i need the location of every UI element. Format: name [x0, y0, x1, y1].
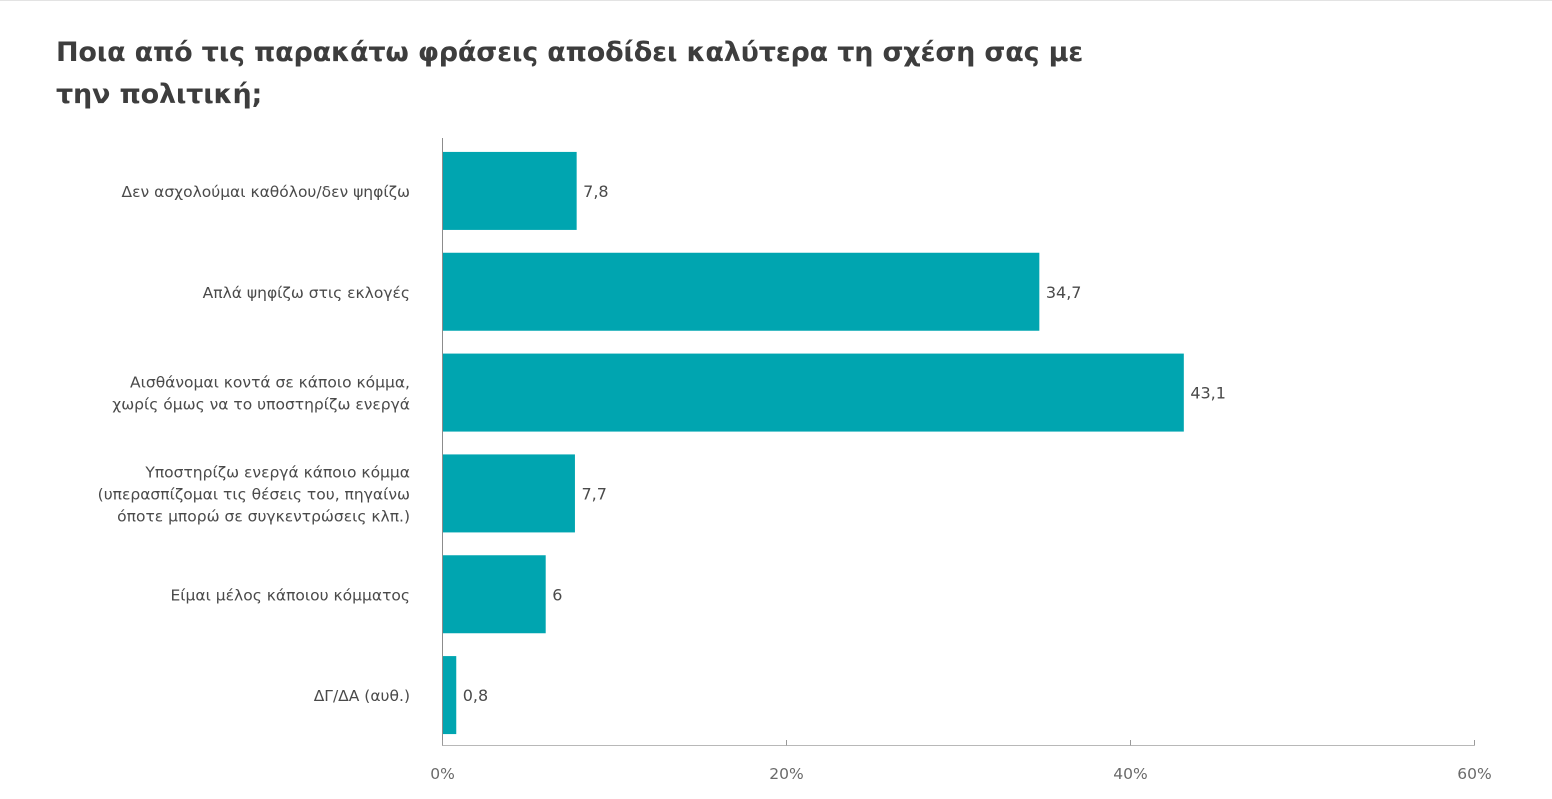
category-label: Υποστηρίζω ενεργά κάποιο κόμμα [144, 463, 410, 481]
category-label: Είμαι μέλος κάποιου κόμματος [171, 586, 410, 604]
data-label: 7,7 [581, 484, 606, 503]
data-label: 0,8 [463, 686, 488, 705]
category-label: Απλά ψηφίζω στις εκλογές [203, 284, 410, 302]
x-tick-label: 60% [1457, 765, 1491, 783]
bar [442, 353, 1184, 432]
data-label: 7,8 [583, 182, 608, 201]
bar [442, 252, 1040, 331]
bar [442, 656, 457, 735]
category-label: Δεν ασχολούμαι καθόλου/δεν ψηφίζω [122, 183, 410, 201]
data-label: 34,7 [1046, 283, 1082, 302]
data-label: 6 [552, 585, 562, 604]
data-label: 43,1 [1190, 384, 1226, 403]
bar [442, 454, 575, 533]
category-label: χωρίς όμως να το υποστηρίζω ενεργά [112, 396, 410, 414]
bar [442, 151, 577, 230]
chart-title: Ποια από τις παρακάτω φράσεις αποδίδει κ… [56, 37, 1084, 110]
category-label: (υπερασπίζομαι τις θέσεις του, πηγαίνω [98, 485, 410, 503]
x-tick-label: 40% [1113, 765, 1147, 783]
category-label: όποτε μπορώ σε συγκεντρώσεις κλπ.) [117, 507, 410, 525]
bar [442, 555, 546, 634]
x-tick-label: 0% [430, 765, 455, 783]
category-label: Αισθάνομαι κοντά σε κάποιο κόμμα, [130, 374, 410, 392]
x-tick-label: 20% [769, 765, 803, 783]
category-label: ΔΓ/ΔΑ (αυθ.) [314, 687, 410, 705]
top-divider [0, 0, 1552, 1]
